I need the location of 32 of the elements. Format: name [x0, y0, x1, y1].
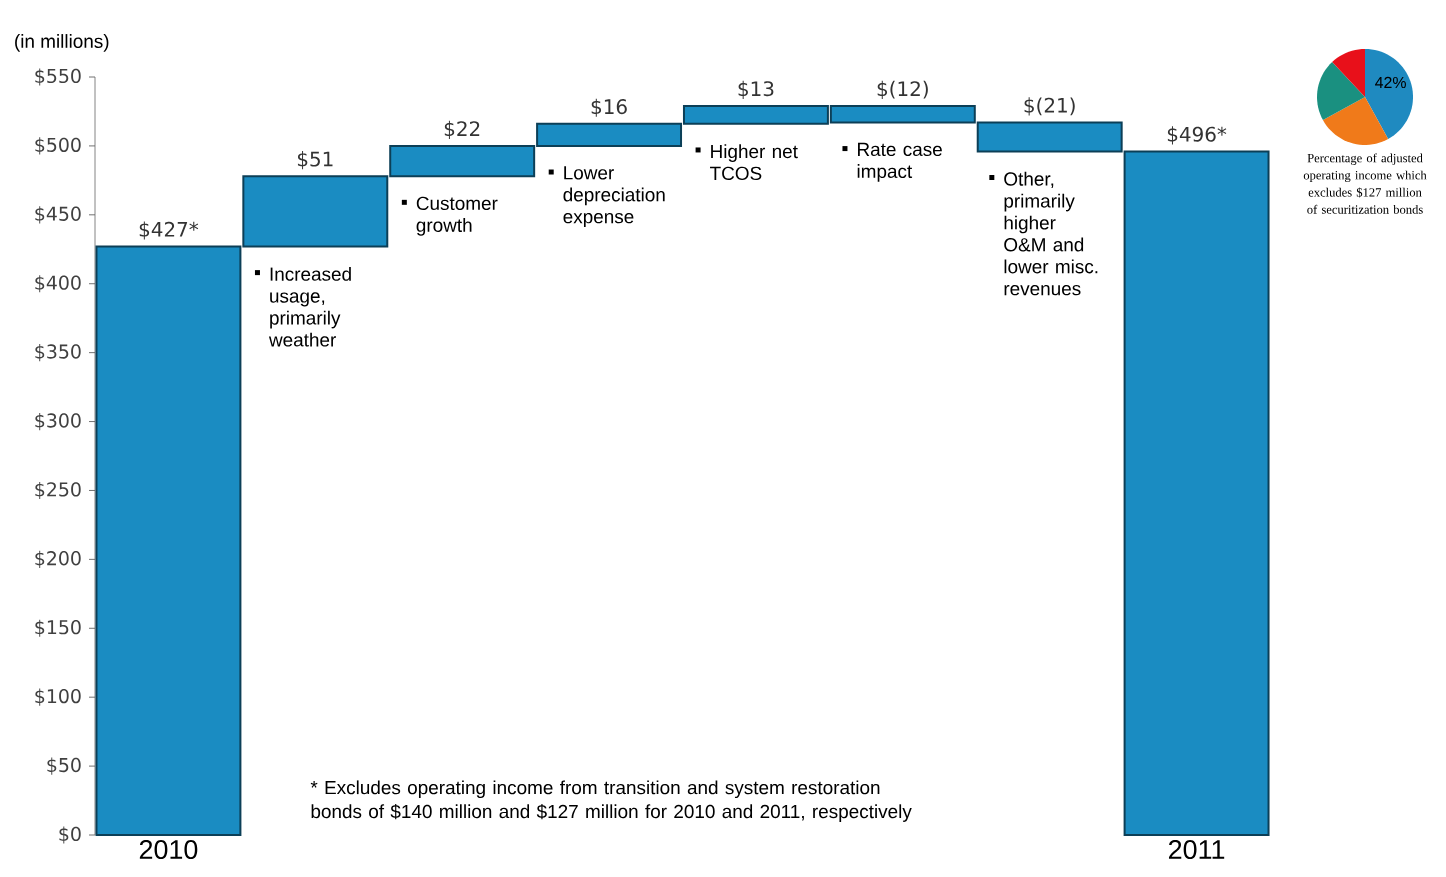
y-tick-label: $450 [35, 206, 81, 224]
data-label: $22 [444, 120, 480, 139]
y-axis-title: (in millions) [15, 34, 109, 52]
data-label: $(21) [1024, 97, 1075, 116]
x-tick-label: Higher net TCOS [710, 144, 798, 181]
annotation: * Excludes operating income from transition and system restoration bonds of $140 million and $127 million for 2010 and 2011, respectively [310, 780, 912, 822]
y-tick-label: $500 [35, 137, 81, 155]
data-label: $427* [139, 221, 199, 240]
x-tick-label: Lower depreciation expense [563, 166, 665, 228]
x-tick-label: Increased usage, primarily weather [268, 266, 351, 347]
x-tick-label: Customer growth [416, 196, 498, 236]
text: Percentage of adjusted operating income which excludes $127 million of securitization bonds [1303, 153, 1427, 214]
y-tick-label: $150 [35, 619, 81, 637]
y-tick-label: $400 [35, 275, 81, 293]
y-tick-label: $0 [59, 826, 81, 844]
data-label: $(12) [877, 80, 928, 99]
y-tick-label: $300 [35, 412, 81, 431]
data-label: $51 [297, 151, 333, 170]
data-label: $16 [591, 98, 627, 117]
data-label: $13 [738, 80, 774, 99]
x-tick-label: 2011 [1168, 840, 1225, 860]
y-tick-label: $200 [35, 550, 81, 568]
y-tick-label: $100 [35, 688, 81, 706]
x-tick-label: Other, primarily higher O&M and lower misc. revenues [1004, 171, 1098, 296]
y-tick-label: $50 [47, 757, 81, 775]
y-tick-label: $550 [35, 68, 81, 86]
data-label: $496* [1167, 126, 1227, 145]
data-label: 42% [1375, 76, 1406, 89]
x-tick-label: 2010 [139, 840, 198, 860]
y-tick-label: $350 [35, 344, 81, 362]
x-tick-label: Rate case impact [857, 142, 942, 182]
y-tick-label: $250 [35, 481, 81, 500]
